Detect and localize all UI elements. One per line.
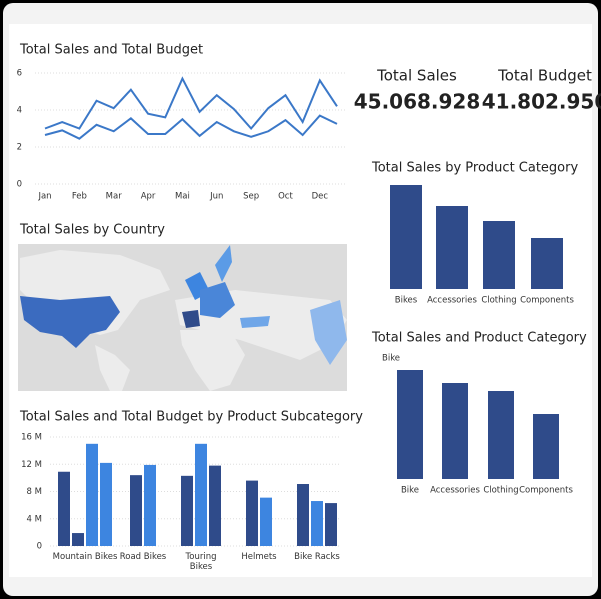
chart-title: Total Sales by Product Category (371, 161, 578, 176)
bar (246, 480, 258, 546)
x-tick-label: Road Bikes (120, 552, 167, 562)
bar (195, 443, 207, 546)
x-tick-label: Components (519, 486, 573, 496)
x-tick-label: Jan (37, 192, 51, 202)
bar (181, 475, 193, 546)
bar (436, 206, 468, 289)
x-tick-label: Accessories (427, 296, 477, 306)
kpi-value: 41.802.950 (482, 90, 601, 114)
kpi-value: 45.068.928 (354, 90, 481, 114)
x-tick-label: Helmets (241, 552, 277, 562)
x-tick-label: Clothing (481, 296, 516, 306)
y-tick-label: 12 M (21, 460, 42, 470)
kpi-label: Total Budget (497, 67, 592, 85)
map (18, 244, 347, 391)
x-tick-label: Bikes (395, 296, 418, 306)
x-tick-line: Bikes (190, 562, 213, 572)
bar (533, 414, 559, 479)
y-axis-label: Bike (382, 354, 400, 364)
y-tick-label: 8 M (27, 487, 42, 497)
bar (144, 464, 156, 546)
x-tick-label: Apr (141, 192, 156, 202)
chart-title: Total Sales and Total Budget (19, 43, 203, 58)
bar (209, 465, 221, 546)
x-tick-label: Clothing (483, 486, 518, 496)
y-tick-label: 0 (37, 542, 42, 552)
x-tick-label: Mar (106, 192, 123, 202)
y-tick-label: 0 (17, 180, 22, 190)
x-tick-label: Bike Racks (294, 552, 340, 562)
bar (531, 238, 563, 289)
bar (86, 443, 98, 546)
bar (260, 497, 272, 546)
x-tick-label: Accessories (430, 486, 480, 496)
x-tick-label: Mai (175, 192, 190, 202)
x-tick-label: Components (520, 296, 574, 306)
y-tick-label: 4 M (27, 514, 42, 524)
bar (483, 221, 515, 289)
bar (442, 383, 468, 479)
bar (397, 370, 423, 479)
y-tick-label: 4 (17, 106, 22, 116)
bar (130, 475, 142, 546)
x-tick-label: Oct (278, 192, 293, 202)
x-tick-label: Bike (401, 486, 419, 496)
bar (72, 533, 84, 546)
y-tick-label: 2 (17, 143, 22, 153)
y-tick-label: 6 (17, 69, 22, 79)
bar (58, 471, 70, 546)
x-tick-line: Mountain Bikes (53, 552, 118, 562)
bar (100, 462, 112, 546)
x-tick-line: Helmets (241, 552, 277, 562)
x-tick-line: Touring (185, 552, 217, 562)
bar (390, 185, 422, 289)
bar (325, 503, 337, 546)
x-tick-line: Bike Racks (294, 552, 340, 562)
bar (488, 391, 514, 479)
x-tick-label: Dec (312, 192, 329, 202)
y-tick-label: 16 M (21, 433, 42, 443)
x-tick-label: Mountain Bikes (53, 552, 118, 562)
line-series (44, 114, 338, 140)
chart-title: Total Sales and Product Category (371, 331, 587, 346)
x-tick-label: Sep (243, 192, 259, 202)
chart-title: Total Sales by Country (19, 223, 165, 238)
chart-title: Total Sales and Total Budget by Product … (19, 410, 363, 425)
x-tick-label: Feb (72, 192, 87, 202)
line-series (44, 76, 338, 131)
kpi-label: Total Sales (376, 67, 457, 85)
bar (311, 501, 323, 546)
x-tick-label: Jun (209, 192, 223, 202)
bar (297, 484, 309, 546)
x-tick-line: Road Bikes (120, 552, 167, 562)
x-tick-label: Touring Bikes (185, 552, 217, 572)
